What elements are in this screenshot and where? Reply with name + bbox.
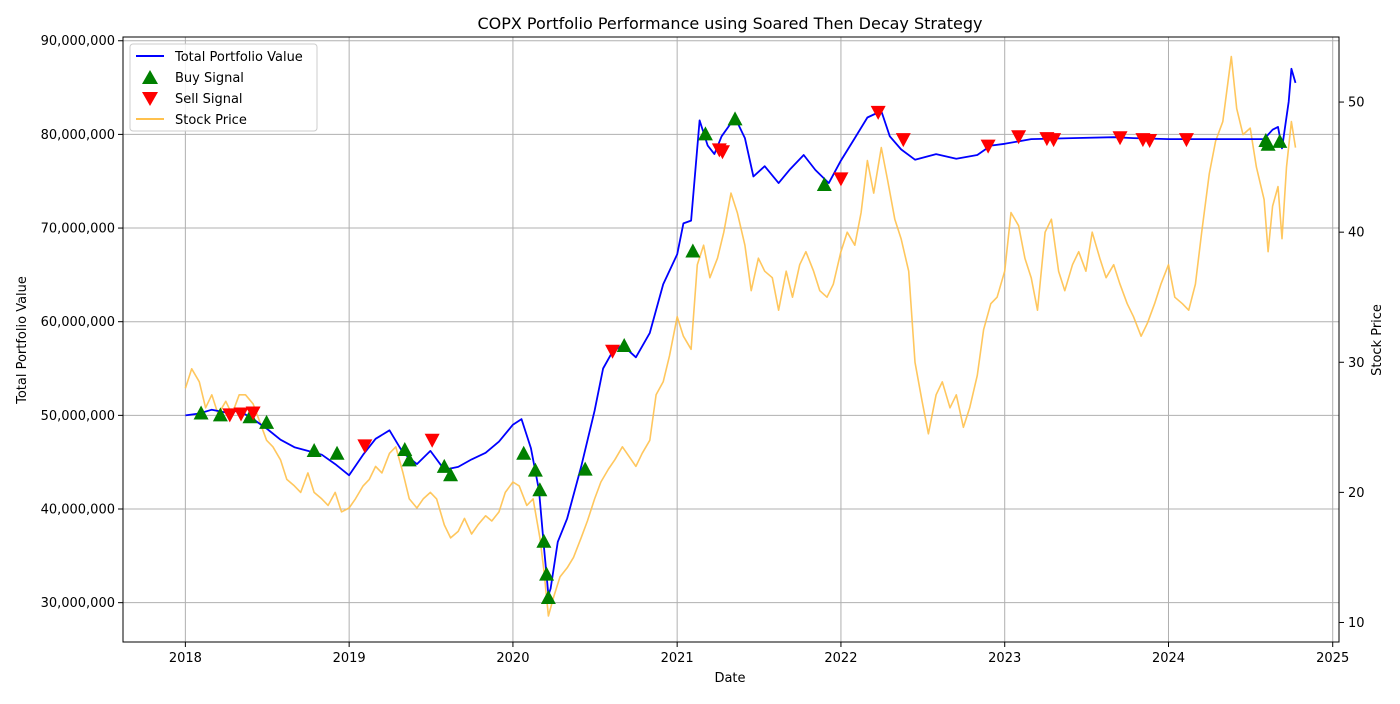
sell-signal-marker (833, 172, 849, 187)
sell-signal-marker (980, 139, 996, 154)
x-tick-label: 2019 (333, 651, 366, 666)
buy-signal-marker (527, 462, 543, 477)
buy-signal-marker (727, 111, 743, 126)
buy-signal-marker (193, 405, 209, 420)
buy-signal-marker (816, 176, 832, 191)
buy-signal-marker (616, 338, 632, 353)
legend-portfolio-label: Total Portfolio Value (174, 50, 303, 65)
y-left-tick-label: 70,000,000 (41, 222, 115, 237)
sell-signal-marker (245, 406, 261, 421)
buy-signal-marker (443, 467, 459, 482)
sell-signal-marker (1112, 131, 1128, 146)
y-left-tick-label: 50,000,000 (41, 409, 115, 424)
legend-box (129, 43, 318, 132)
buy-signal-marker (697, 126, 713, 141)
stock-price-line (184, 55, 1297, 617)
legend-buy-swatch (142, 70, 158, 84)
buy-signal-marker (436, 458, 452, 473)
x-tick-label: 2023 (988, 651, 1021, 666)
x-tick-label: 2021 (661, 651, 694, 666)
sell-signal-marker (1046, 133, 1062, 148)
portfolio-value-series (185, 67, 1297, 597)
buy-signal-marker (516, 445, 532, 460)
chart-title: COPX Portfolio Performance using Soared … (477, 14, 982, 33)
stock-price-series (184, 55, 1297, 617)
buy-signal-marker (329, 445, 345, 460)
buy-signal-marker (401, 452, 417, 467)
x-tick-label: 2018 (169, 651, 202, 666)
buy-signal-marker (685, 243, 701, 258)
x-tick-label: 2024 (1152, 651, 1185, 666)
sell-signal-marker (357, 439, 373, 454)
buy-signal-marker (1260, 136, 1276, 151)
sell-signal-marker (714, 145, 730, 160)
y-right-tick-label: 30 (1348, 356, 1365, 371)
y-right-tick-label: 40 (1348, 226, 1365, 241)
sell-signal-markers (222, 105, 1194, 454)
y-left-tick-label: 80,000,000 (41, 128, 115, 143)
sell-signal-marker (1178, 133, 1194, 148)
buy-signal-marker (397, 442, 413, 457)
buy-signal-marker (577, 461, 593, 476)
legend-stock-label: Stock Price (175, 113, 247, 128)
buy-signal-marker (536, 533, 552, 548)
legend-buy-label: Buy Signal (175, 71, 244, 86)
buy-signal-markers (193, 111, 1288, 604)
y-axis-left: 30,000,000 40,000,000 50,000,000 60,000,000… (41, 34, 123, 611)
y-left-tick-label: 30,000,000 (41, 596, 115, 611)
y-axis-left-title: Total Portfolio Value (15, 276, 30, 405)
buy-signal-marker (212, 407, 228, 422)
x-tick-label: 2022 (824, 651, 857, 666)
y-axis-right-title: Stock Price (1370, 304, 1385, 376)
sell-signal-marker (222, 408, 238, 423)
y-axis-right: 10 20 30 40 50 (1339, 96, 1365, 631)
buy-signal-marker (1272, 133, 1288, 148)
sell-signal-marker (870, 105, 886, 120)
plot-frame (122, 36, 1340, 643)
sell-signal-marker (605, 344, 621, 359)
legend: Total Portfolio Value Buy Signal Sell Si… (129, 43, 318, 132)
x-tick-label: 2020 (496, 651, 529, 666)
legend-sell-swatch (142, 92, 158, 106)
x-axis-title: Date (714, 671, 745, 686)
sell-signal-marker (1011, 130, 1027, 145)
y-left-tick-label: 40,000,000 (41, 503, 115, 518)
y-left-tick-label: 90,000,000 (41, 34, 115, 49)
buy-signal-marker (539, 566, 555, 581)
buy-signal-marker (259, 414, 275, 429)
sell-signal-marker (424, 433, 440, 448)
y-right-tick-label: 10 (1348, 616, 1365, 631)
x-tick-label: 2025 (1316, 651, 1349, 666)
y-right-tick-label: 20 (1348, 486, 1365, 501)
buy-signal-marker (532, 482, 548, 497)
y-right-tick-label: 50 (1348, 96, 1365, 111)
x-axis: 2018 2019 2020 2021 2022 2023 2024 2025 (169, 642, 1349, 666)
sell-signal-marker (233, 407, 249, 422)
sell-signal-marker (1142, 134, 1158, 149)
buy-signal-marker (540, 589, 556, 604)
buy-signal-marker (242, 409, 258, 424)
y-left-tick-label: 60,000,000 (41, 315, 115, 330)
sell-signal-marker (895, 133, 911, 148)
buy-signal-marker (306, 442, 322, 457)
legend-sell-label: Sell Signal (175, 92, 243, 107)
portfolio-value-line (185, 67, 1297, 597)
